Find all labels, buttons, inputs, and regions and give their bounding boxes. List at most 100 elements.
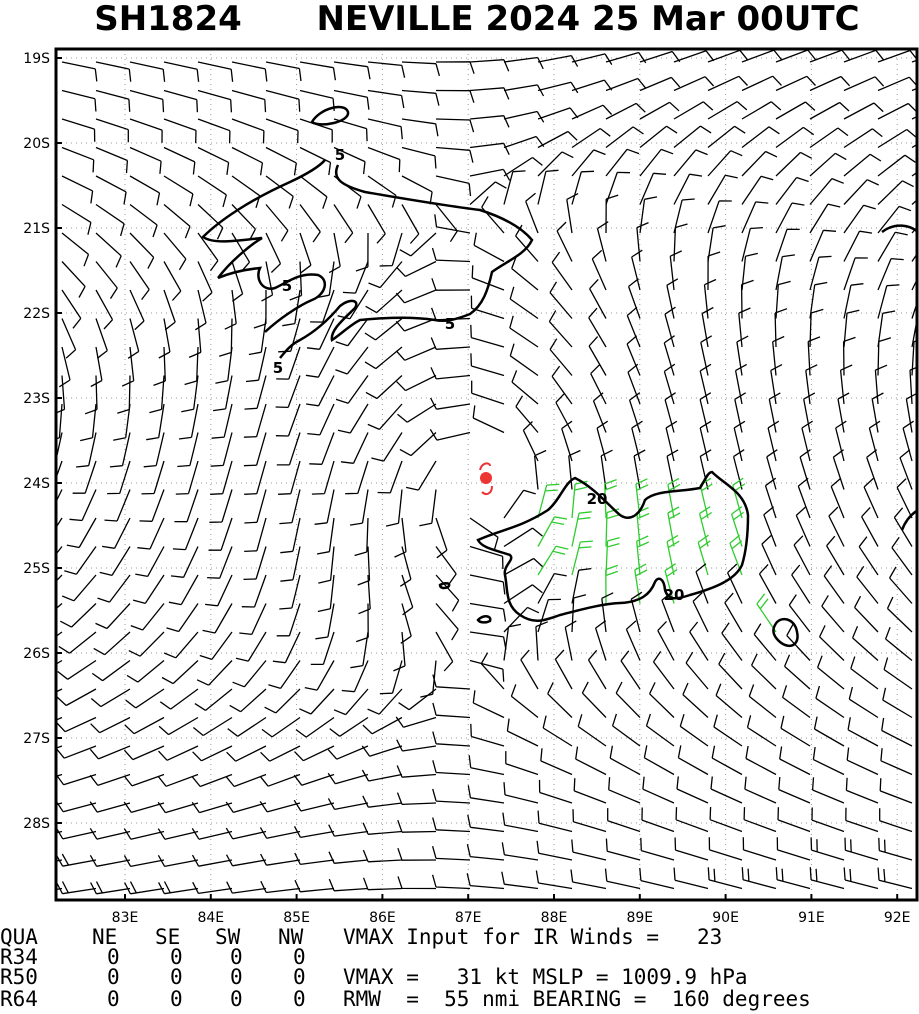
- wind-barb: [845, 777, 879, 804]
- wind-barb: [163, 631, 199, 659]
- wind-barb: [669, 250, 682, 291]
- wind-barb: [775, 176, 809, 205]
- wind-barb: [472, 690, 505, 719]
- contour-label: 5: [273, 359, 283, 377]
- wind-barb: [265, 146, 297, 176]
- wind-barb: [379, 660, 403, 695]
- wind-barb: [328, 878, 369, 892]
- wind-barb: [104, 489, 131, 522]
- wind-barb: [649, 682, 675, 718]
- wind-barb: [315, 603, 335, 640]
- wind-barb: [295, 716, 335, 738]
- wind-barb: [163, 61, 200, 82]
- wind-barb: [99, 546, 131, 577]
- table-header: NE: [92, 925, 117, 949]
- table-cell: 0: [293, 965, 306, 989]
- wind-barb: [395, 716, 437, 728]
- wind-barb: [299, 204, 321, 243]
- wind-barb: [470, 353, 505, 377]
- wind-barb: [168, 574, 199, 606]
- wind-barb: [839, 364, 853, 405]
- wind-barb: [911, 252, 917, 262]
- wind-barb: [469, 59, 510, 72]
- wind-barb: [361, 745, 403, 757]
- wind-barb: [816, 655, 845, 690]
- wind-barb: [707, 150, 743, 177]
- wind-barb: [89, 801, 131, 813]
- wind-barb: [589, 278, 607, 319]
- wind-barb: [573, 778, 607, 804]
- wind-barb: [509, 286, 539, 320]
- wind-barb: [707, 125, 746, 149]
- lon-label: 84E: [197, 910, 224, 926]
- wind-barb: [605, 126, 644, 149]
- wind-barb: [275, 403, 301, 437]
- wind-barb: [316, 261, 335, 299]
- wind-barb: [159, 688, 199, 710]
- wind-barb: [469, 659, 505, 682]
- wind-barb: [850, 656, 879, 690]
- wind-barb: [435, 61, 475, 74]
- wind-barb: [707, 174, 738, 205]
- wind-barb: [279, 489, 301, 525]
- wind-barb: [435, 146, 474, 163]
- wind-barb: [877, 180, 914, 205]
- wind-barb: [362, 795, 403, 808]
- wind-barb: [317, 574, 335, 613]
- table-cell: 0: [293, 987, 306, 1011]
- wind-barb: [590, 364, 607, 405]
- wind-barb: [501, 842, 539, 861]
- wind-barb: [863, 477, 879, 519]
- wind-barb: [877, 867, 913, 890]
- wind-barb: [664, 392, 676, 433]
- wind-barb: [260, 880, 301, 894]
- wind-barb: [207, 546, 233, 579]
- wind-barb: [700, 335, 713, 376]
- wind-barb: [630, 591, 643, 633]
- wind-barb: [199, 631, 233, 661]
- wind-barb: [503, 489, 536, 519]
- wind-barb: [799, 449, 811, 490]
- wind-barb: [163, 175, 194, 207]
- wind-barb: [191, 854, 233, 867]
- wind-barb: [673, 173, 703, 205]
- wind-barb: [674, 837, 709, 861]
- wind-barb: [837, 392, 850, 433]
- wind-barb: [208, 517, 233, 551]
- wind-barb: [268, 660, 301, 690]
- wind-barb: [469, 168, 511, 181]
- wind-barb: [265, 204, 289, 242]
- wind-barb: [608, 777, 641, 804]
- wind-barb: [335, 375, 369, 404]
- wind-barb: [225, 854, 267, 867]
- wind-barb: [434, 214, 471, 234]
- wind-barb: [205, 574, 233, 607]
- wind-barb: [707, 251, 721, 291]
- wind-barb: [299, 61, 337, 81]
- wind-barb: [191, 773, 233, 788]
- wind-barb: [588, 336, 607, 376]
- lon-label: 86E: [369, 910, 396, 926]
- wind-barb: [123, 828, 165, 840]
- wind-barb: [299, 146, 332, 176]
- lat-label: 28S: [23, 816, 50, 832]
- wind-barb: [261, 716, 301, 738]
- wind-barb: [379, 232, 403, 267]
- wind-barb: [830, 477, 845, 519]
- wind-barb: [879, 778, 913, 804]
- wind-barb: [801, 420, 813, 462]
- wind-barb: [503, 56, 544, 70]
- wind-barb: [130, 603, 165, 631]
- wind-barb: [601, 592, 614, 633]
- wind-barb: [854, 595, 879, 633]
- wind-barb: [795, 506, 811, 547]
- table-cell: R50: [0, 965, 38, 989]
- wind-barb: [633, 449, 646, 490]
- wind-barb: [435, 118, 475, 133]
- wind-barb: [367, 61, 406, 78]
- wind-barb: [435, 574, 460, 612]
- wind-barb: [328, 851, 369, 864]
- wind-barb: [367, 175, 397, 208]
- wind-barb: [307, 403, 335, 436]
- wind-barb: [667, 506, 681, 547]
